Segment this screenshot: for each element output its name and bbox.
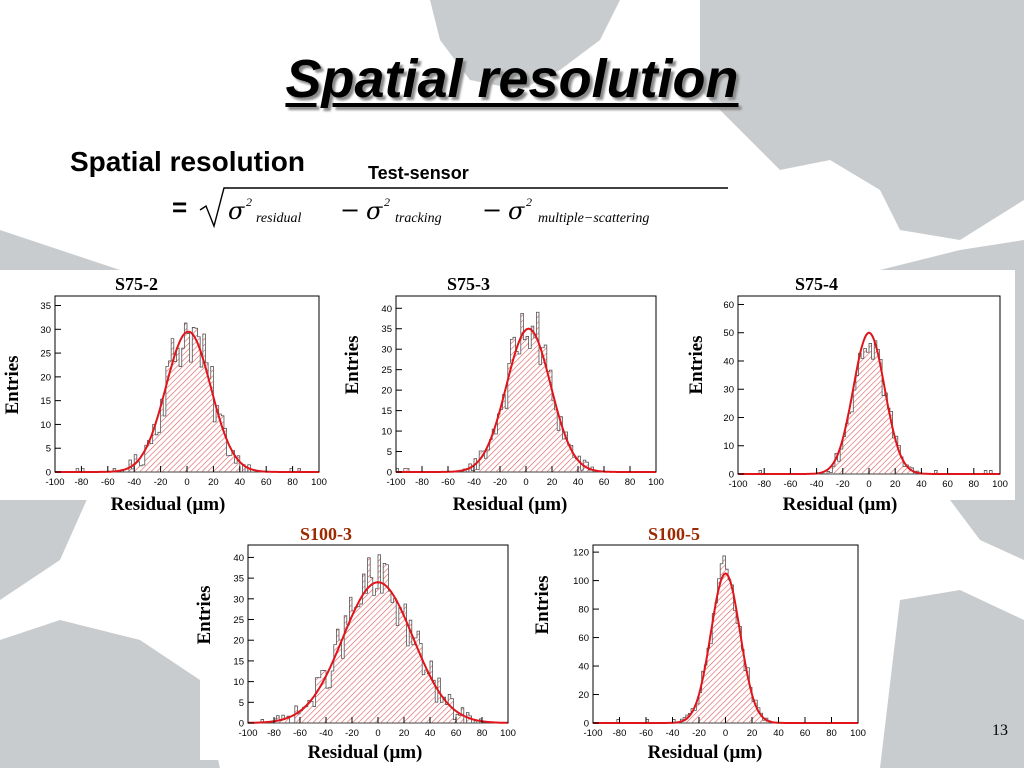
- map-landmass-southeast: [880, 590, 1024, 768]
- sup-3: 2: [526, 195, 532, 209]
- term-tracking: tracking: [395, 211, 442, 226]
- sigma-2: σ: [366, 197, 383, 225]
- slide-title: Spatial resolution: [285, 49, 739, 109]
- map-landmass-north: [430, 0, 620, 90]
- sigma-3: σ: [508, 197, 525, 225]
- map-landmass-southwest: [0, 620, 220, 768]
- term-multiple-scattering: multiple−scattering: [538, 211, 649, 226]
- resolution-formula: = σ 2 residual − σ 2 tracking − σ 2 mult…: [172, 187, 728, 229]
- map-landmass-northeast: [700, 0, 1024, 240]
- map-landmass-west: [0, 230, 180, 600]
- minus-1: −: [340, 196, 360, 224]
- sigma-1: σ: [228, 197, 245, 225]
- sup-1: 2: [246, 195, 252, 209]
- term-residual: residual: [256, 211, 301, 226]
- minus-2: −: [482, 196, 502, 224]
- formula-label: Spatial resolution: [70, 146, 305, 177]
- sqrt-sign: [199, 187, 728, 229]
- sup-2: 2: [384, 195, 390, 209]
- formula-equals: =: [172, 192, 187, 222]
- formula-subscript: Test-sensor: [368, 163, 469, 183]
- page-number: 13: [992, 722, 1008, 739]
- map-landmass-east: [880, 240, 1024, 560]
